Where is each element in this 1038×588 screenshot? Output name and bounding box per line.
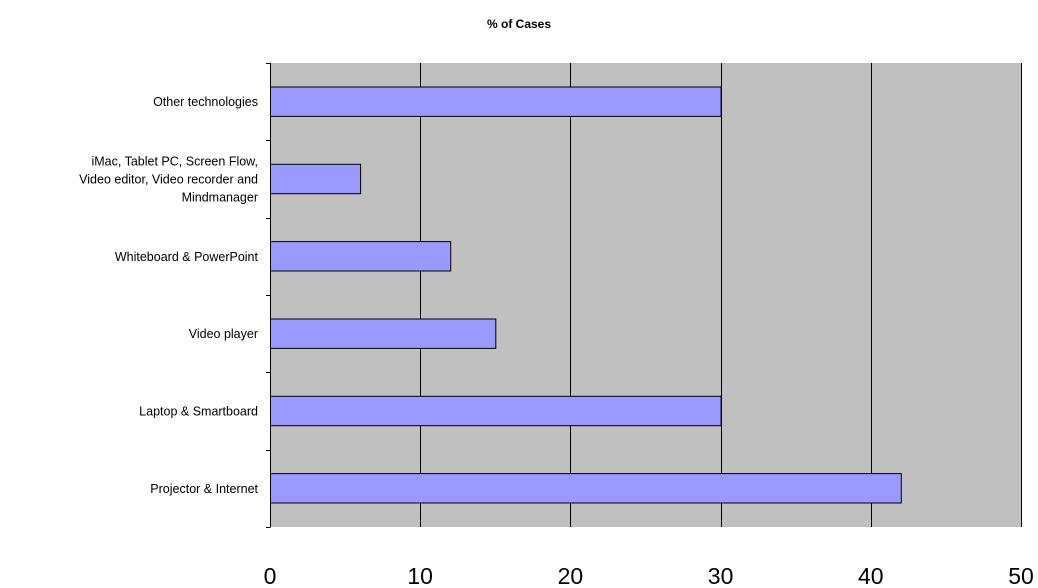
- x-tick-label-30: 30: [708, 563, 734, 588]
- bar-5: [270, 473, 902, 504]
- bar-1: [270, 163, 362, 195]
- category-label-4: Laptop & Smartboard: [139, 405, 258, 419]
- category-label-0: Other technologies: [153, 95, 258, 109]
- x-tick-label-50: 50: [1008, 563, 1034, 588]
- x-tick-label-20: 20: [558, 563, 584, 588]
- category-labels: Other technologies iMac, Tablet PC, Scree…: [79, 95, 258, 496]
- bar-4: [270, 395, 722, 427]
- plot-background: [270, 63, 1021, 527]
- chart-title: % of Cases: [486, 17, 552, 31]
- x-axis-tick-labels: 0 10 20 30 40 50: [264, 563, 1034, 588]
- bar-3: [270, 318, 497, 349]
- x-tick-label-40: 40: [858, 563, 884, 588]
- x-tick-label-10: 10: [407, 563, 433, 588]
- bar-0: [270, 86, 722, 117]
- category-label-1: iMac, Tablet PC, Screen Flow, Video edito…: [79, 155, 258, 205]
- category-label-2: Whiteboard & PowerPoint: [115, 250, 259, 264]
- plot-area: [266, 63, 1022, 528]
- category-label-5: Projector & Internet: [150, 482, 258, 496]
- category-label-3: Video player: [189, 327, 258, 341]
- bar-2: [270, 241, 452, 272]
- gridlines: [420, 63, 1022, 527]
- y-axis-ticks: [266, 63, 271, 528]
- x-tick-label-0: 0: [264, 563, 277, 588]
